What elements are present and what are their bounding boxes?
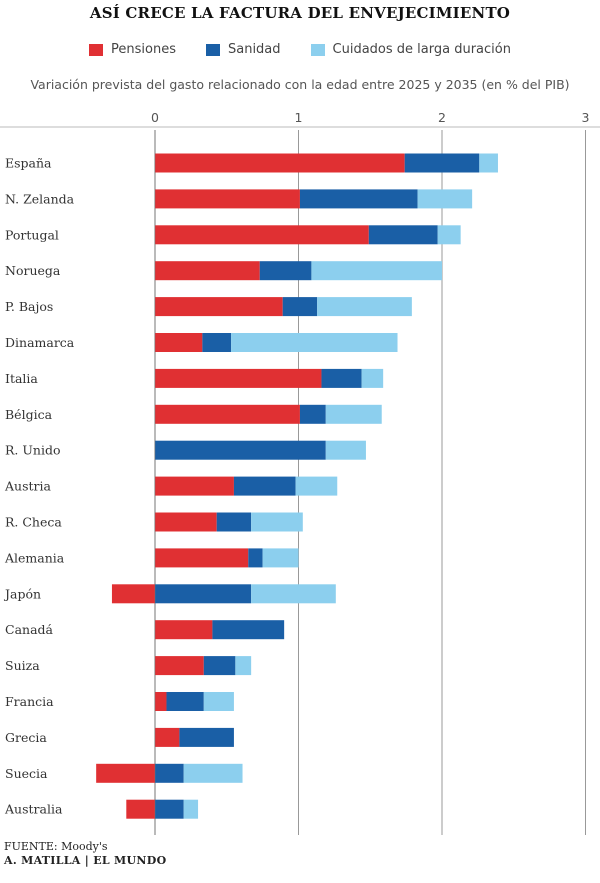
- bar-segment-cuidados: [361, 368, 384, 388]
- bar-segment-sanidad: [216, 512, 252, 532]
- bar-segment-sanidad: [248, 548, 263, 568]
- category-label: Japón: [3, 586, 41, 601]
- legend-swatch-cuidados: [310, 43, 325, 56]
- chart-title: ASÍ CRECE LA FACTURA DEL ENVEJECIMIENTO: [89, 4, 511, 22]
- category-label: R. Unido: [5, 443, 60, 458]
- bar-segment-cuidados: [235, 656, 252, 676]
- category-label: Austria: [4, 479, 51, 494]
- bar-segment-sanidad: [368, 225, 438, 245]
- category-label: N. Zelanda: [5, 191, 75, 206]
- category-label: Canadá: [5, 622, 54, 637]
- bar-segment-pensiones: [155, 548, 249, 568]
- bar-segment-cuidados: [231, 333, 398, 352]
- category-label: Australia: [4, 802, 63, 817]
- bar-segment-cuidados: [183, 763, 243, 783]
- bar-segment-pensiones: [155, 727, 180, 747]
- bar-segment-sanidad: [259, 261, 312, 281]
- category-label: Noruega: [5, 263, 61, 278]
- bar-segment-pensiones: [155, 620, 213, 640]
- x-tick-label-1: 1: [295, 110, 303, 125]
- legend-label-sanidad: Sanidad: [227, 42, 281, 57]
- bar-segment-pensiones: [155, 512, 217, 532]
- bar-segment-cuidados: [325, 404, 382, 424]
- legend-label-pensiones: Pensiones: [111, 42, 176, 57]
- bar-segment-sanidad: [202, 333, 232, 352]
- category-label: Suiza: [5, 658, 40, 673]
- credit-line: A. MATILLA | EL MUNDO: [4, 854, 167, 867]
- bar-segment-sanidad: [212, 620, 285, 640]
- bar-segment-pensiones: [155, 153, 405, 173]
- bar-segment-pensiones: [126, 799, 155, 819]
- bar-segment-pensiones: [155, 368, 322, 388]
- category-label: España: [5, 156, 52, 171]
- category-label: Francia: [5, 694, 54, 709]
- bar-segment-sanidad: [299, 404, 326, 424]
- category-label: Dinamarca: [5, 335, 75, 350]
- bar-segment-pensiones: [155, 476, 234, 496]
- bar-segment-cuidados: [417, 189, 473, 209]
- x-tick-label-2: 2: [438, 110, 446, 125]
- bar-segment-pensiones: [155, 261, 260, 281]
- bar-segment-pensiones: [155, 692, 167, 711]
- bar-segment-sanidad: [179, 727, 234, 747]
- bar-segment-pensiones: [111, 584, 155, 604]
- bar-segment-cuidados: [295, 476, 338, 496]
- legend-item-pensiones: Pensiones: [89, 42, 176, 57]
- bar-segment-pensiones: [155, 656, 204, 676]
- category-label: Portugal: [5, 227, 59, 242]
- footer: FUENTE: Moody's A. MATILLA | EL MUNDO: [4, 840, 167, 868]
- category-label: R. Checa: [5, 515, 62, 530]
- x-tick-label-3: 3: [582, 110, 590, 125]
- bar-segment-sanidad: [155, 440, 326, 460]
- bar-segment-cuidados: [479, 153, 498, 173]
- category-label: P. Bajos: [5, 299, 53, 314]
- bar-segment-cuidados: [437, 225, 461, 245]
- bar-segment-cuidados: [251, 584, 336, 604]
- bar-segment-pensiones: [155, 189, 300, 209]
- bar-segment-cuidados: [251, 512, 303, 532]
- bar-segment-pensiones: [155, 333, 203, 352]
- bar-segment-cuidados: [203, 692, 234, 711]
- bar-segment-pensiones: [96, 763, 155, 783]
- legend: Pensiones Sanidad Cuidados de larga dura…: [0, 42, 600, 57]
- legend-item-sanidad: Sanidad: [205, 42, 281, 57]
- legend-swatch-sanidad: [205, 43, 220, 56]
- category-label: Suecia: [5, 766, 48, 781]
- bar-segment-sanidad: [155, 584, 252, 604]
- legend-item-cuidados: Cuidados de larga duración: [310, 42, 511, 57]
- legend-swatch-pensiones: [89, 43, 104, 56]
- source-note: FUENTE: Moody's: [4, 840, 108, 853]
- bar-segment-sanidad: [155, 763, 184, 783]
- category-label: Italia: [5, 371, 38, 386]
- bar-segment-cuidados: [311, 261, 442, 281]
- bar-segment-sanidad: [166, 692, 204, 711]
- bar-segment-sanidad: [282, 297, 318, 317]
- bar-segment-sanidad: [404, 153, 480, 173]
- chart-subtitle: Variación prevista del gasto relacionado…: [30, 77, 570, 92]
- stacked-bar-chart: 0 1 2 3 España N. Zelanda Portugal Noruega P. Ba…: [0, 110, 600, 835]
- category-label: Grecia: [5, 730, 47, 745]
- bar-segment-cuidados: [183, 799, 199, 819]
- bar-segment-sanidad: [155, 799, 184, 819]
- category-label: Alemania: [4, 550, 65, 565]
- bar-segment-pensiones: [155, 225, 369, 245]
- x-tick-label-0: 0: [151, 110, 159, 125]
- bar-segment-sanidad: [321, 368, 362, 388]
- bar-segment-cuidados: [317, 297, 412, 317]
- bar-segment-sanidad: [233, 476, 296, 496]
- legend-label-cuidados: Cuidados de larga duración: [332, 42, 511, 57]
- bar-segment-sanidad: [203, 656, 236, 676]
- bar-segment-cuidados: [325, 440, 366, 460]
- bar-segment-cuidados: [262, 548, 299, 568]
- bar-segment-pensiones: [155, 297, 283, 317]
- category-label: Bélgica: [5, 407, 53, 422]
- bar-segment-sanidad: [299, 189, 418, 209]
- bar-segment-pensiones: [155, 404, 300, 424]
